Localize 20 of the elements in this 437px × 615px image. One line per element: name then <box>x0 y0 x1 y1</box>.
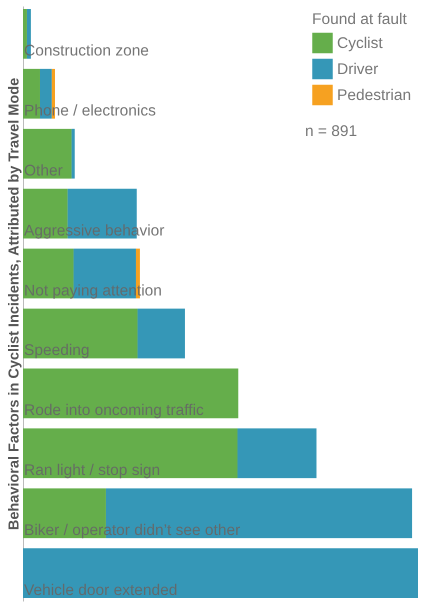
bar <box>23 368 238 418</box>
annotation: n = 891 <box>305 123 358 140</box>
bar <box>23 128 72 179</box>
y-tick-label: Phone / electronics <box>24 102 156 120</box>
legend-title: Found at fault <box>312 11 408 28</box>
bar <box>237 428 316 478</box>
bar <box>138 308 185 358</box>
bar <box>72 128 75 179</box>
y-tick-label: Ran light / stop sign <box>24 462 160 480</box>
bar <box>23 428 238 478</box>
y-axis-title: Behavioral Factors in Cyclist Incidents, Attributed by Travel Mode <box>6 78 22 530</box>
legend-label: Pedestrian <box>337 87 412 104</box>
y-tick-label: Speeding <box>24 342 90 360</box>
bar <box>23 548 418 598</box>
bar <box>23 308 138 358</box>
y-tick-label: Rode into oncoming traffic <box>24 402 204 420</box>
y-tick-label: Vehicle door extended <box>24 582 178 599</box>
legend-label: Driver <box>337 61 378 78</box>
legend-label: Cyclist <box>337 35 384 52</box>
y-tick-label: Other <box>24 162 63 180</box>
